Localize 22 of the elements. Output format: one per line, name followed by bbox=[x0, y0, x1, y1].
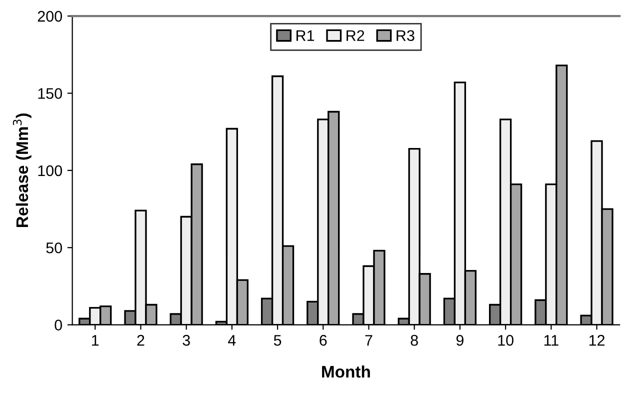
x-tick-label: 4 bbox=[228, 335, 236, 346]
x-tick-label: 6 bbox=[320, 334, 327, 346]
y-tick-label: 150 bbox=[38, 88, 62, 99]
x-tick-label: 9 bbox=[456, 334, 464, 346]
y-tick-label: 200 bbox=[38, 10, 62, 22]
x-tick-label: 12 bbox=[589, 334, 604, 346]
y-tick-label: 0 bbox=[54, 320, 62, 330]
legend-label: R1 bbox=[296, 30, 314, 41]
legend-label: R3 bbox=[396, 30, 414, 42]
y-tick-label: 100 bbox=[38, 165, 62, 176]
x-tick-label: 5 bbox=[274, 335, 282, 346]
y-tick-label: 50 bbox=[46, 242, 62, 254]
x-tick-label: 11 bbox=[544, 335, 558, 346]
x-axis-title: Month bbox=[322, 365, 370, 378]
x-tick-label: 8 bbox=[410, 334, 418, 346]
x-tick-label: 7 bbox=[365, 335, 372, 346]
y-axis-title: Release (Mm$^{3}$) bbox=[12, 114, 32, 228]
x-tick-label: 1 bbox=[92, 335, 99, 346]
x-tick-label: 3 bbox=[182, 334, 190, 346]
x-tick-label: 10 bbox=[498, 334, 514, 346]
legend-label: R2 bbox=[346, 30, 364, 41]
x-tick-label: 2 bbox=[137, 334, 144, 346]
